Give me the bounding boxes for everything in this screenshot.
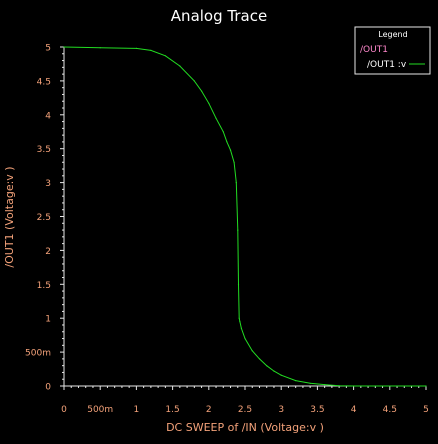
x-axis-ticks: 0 500m 1 1.5 2 2.5 3 3.5 4 4.5 5 xyxy=(61,386,429,415)
y-tick-label: 2.5 xyxy=(37,213,51,223)
data-point xyxy=(235,182,237,184)
data-point xyxy=(324,384,326,386)
chart-title: Analog Trace xyxy=(171,7,267,25)
data-point xyxy=(338,385,340,387)
y-tick-label: 0 xyxy=(45,383,51,393)
data-point xyxy=(237,283,240,285)
data-point xyxy=(150,49,152,52)
data-point xyxy=(222,131,224,133)
data-point xyxy=(258,358,261,360)
data-point xyxy=(266,365,268,367)
data-point xyxy=(164,55,166,57)
data-point xyxy=(208,102,210,104)
data-point xyxy=(273,370,275,372)
y-tick-label: 3 xyxy=(45,179,51,189)
legend-title: Legend xyxy=(378,30,407,39)
x-tick-label: 0 xyxy=(61,405,67,415)
y-tick-label: 3.5 xyxy=(37,145,51,155)
data-point xyxy=(63,46,65,48)
data-point xyxy=(309,382,311,384)
x-tick-label: 1 xyxy=(134,405,140,415)
series-layer xyxy=(63,46,427,387)
data-point xyxy=(229,149,232,151)
x-tick-label: 4 xyxy=(351,405,357,415)
x-tick-label: 3 xyxy=(278,405,284,415)
x-tick-label: 2.5 xyxy=(238,405,252,415)
y-tick-label: 500m xyxy=(25,349,51,359)
data-point xyxy=(244,337,246,340)
data-point xyxy=(239,321,241,323)
legend[interactable]: Legend /OUT1 /OUT1 :v xyxy=(354,26,431,75)
x-tick-label: 2 xyxy=(206,405,212,415)
data-point xyxy=(353,385,355,387)
data-point xyxy=(215,117,217,119)
y-tick-label: 4 xyxy=(45,111,51,121)
data-point xyxy=(226,141,228,143)
data-point xyxy=(201,90,203,92)
legend-box xyxy=(354,26,431,75)
data-point xyxy=(295,380,297,382)
x-tick-label: 1.5 xyxy=(165,405,179,415)
data-point xyxy=(233,161,235,163)
data-point xyxy=(99,47,101,49)
data-point xyxy=(179,65,181,67)
y-tick-label: 1 xyxy=(45,315,51,325)
legend-entry-label: /OUT1 :v xyxy=(367,60,407,70)
data-point xyxy=(251,350,253,352)
legend-group-label: /OUT1 xyxy=(360,45,388,55)
data-point xyxy=(240,327,242,329)
x-tick-label: 5 xyxy=(423,405,429,415)
data-point xyxy=(280,374,282,376)
y-tick-label: 5 xyxy=(45,44,51,54)
y-tick-label: 2 xyxy=(45,247,51,257)
y-axis-ticks: 0 500m 1 1.5 2 2.5 3 3.5 4 4.5 5 xyxy=(25,44,64,393)
x-tick-label: 4.5 xyxy=(383,405,397,415)
x-tick-label: 3.5 xyxy=(310,405,324,415)
data-point xyxy=(237,229,239,231)
data-point xyxy=(193,80,195,82)
y-axis-label: /OUT1 (Voltage:v ) xyxy=(3,166,16,267)
y-tick-label: 4.5 xyxy=(37,77,51,87)
x-tick-label: 500m xyxy=(87,405,113,415)
x-axis-label: DC SWEEP of /IN (Voltage:v ) xyxy=(166,421,324,434)
data-point xyxy=(425,385,427,387)
y-tick-label: 1.5 xyxy=(37,281,51,291)
data-point xyxy=(238,317,240,319)
series-line xyxy=(63,46,426,387)
data-point xyxy=(135,47,137,50)
